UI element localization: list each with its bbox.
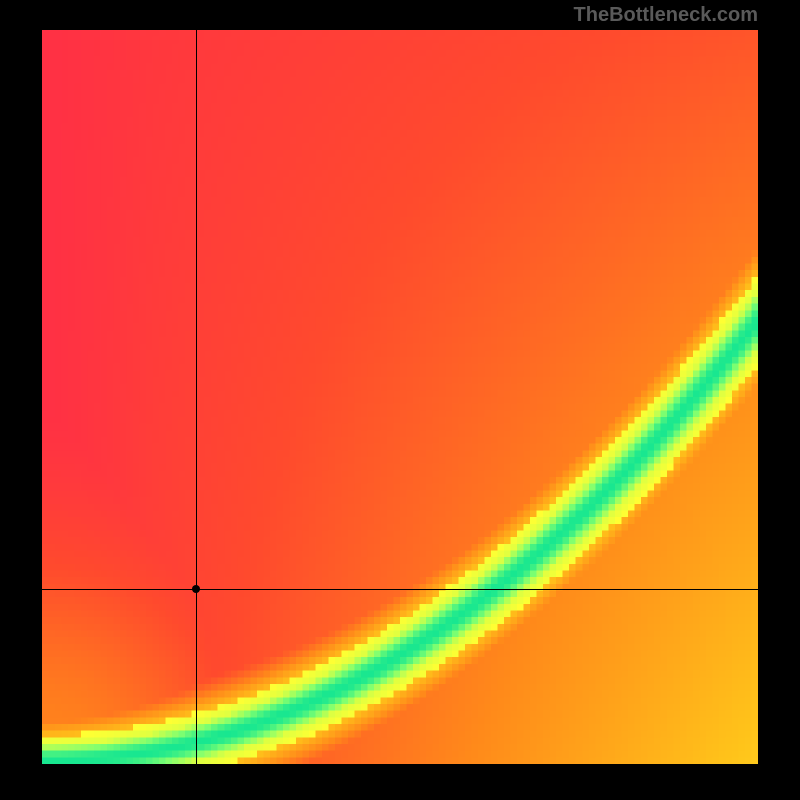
- crosshair-horizontal: [42, 589, 758, 590]
- crosshair-marker-dot: [192, 585, 200, 593]
- crosshair-vertical: [196, 30, 197, 764]
- heatmap-canvas: [42, 30, 758, 764]
- heatmap-plot-area: [42, 30, 758, 764]
- watermark-text: TheBottleneck.com: [574, 4, 758, 27]
